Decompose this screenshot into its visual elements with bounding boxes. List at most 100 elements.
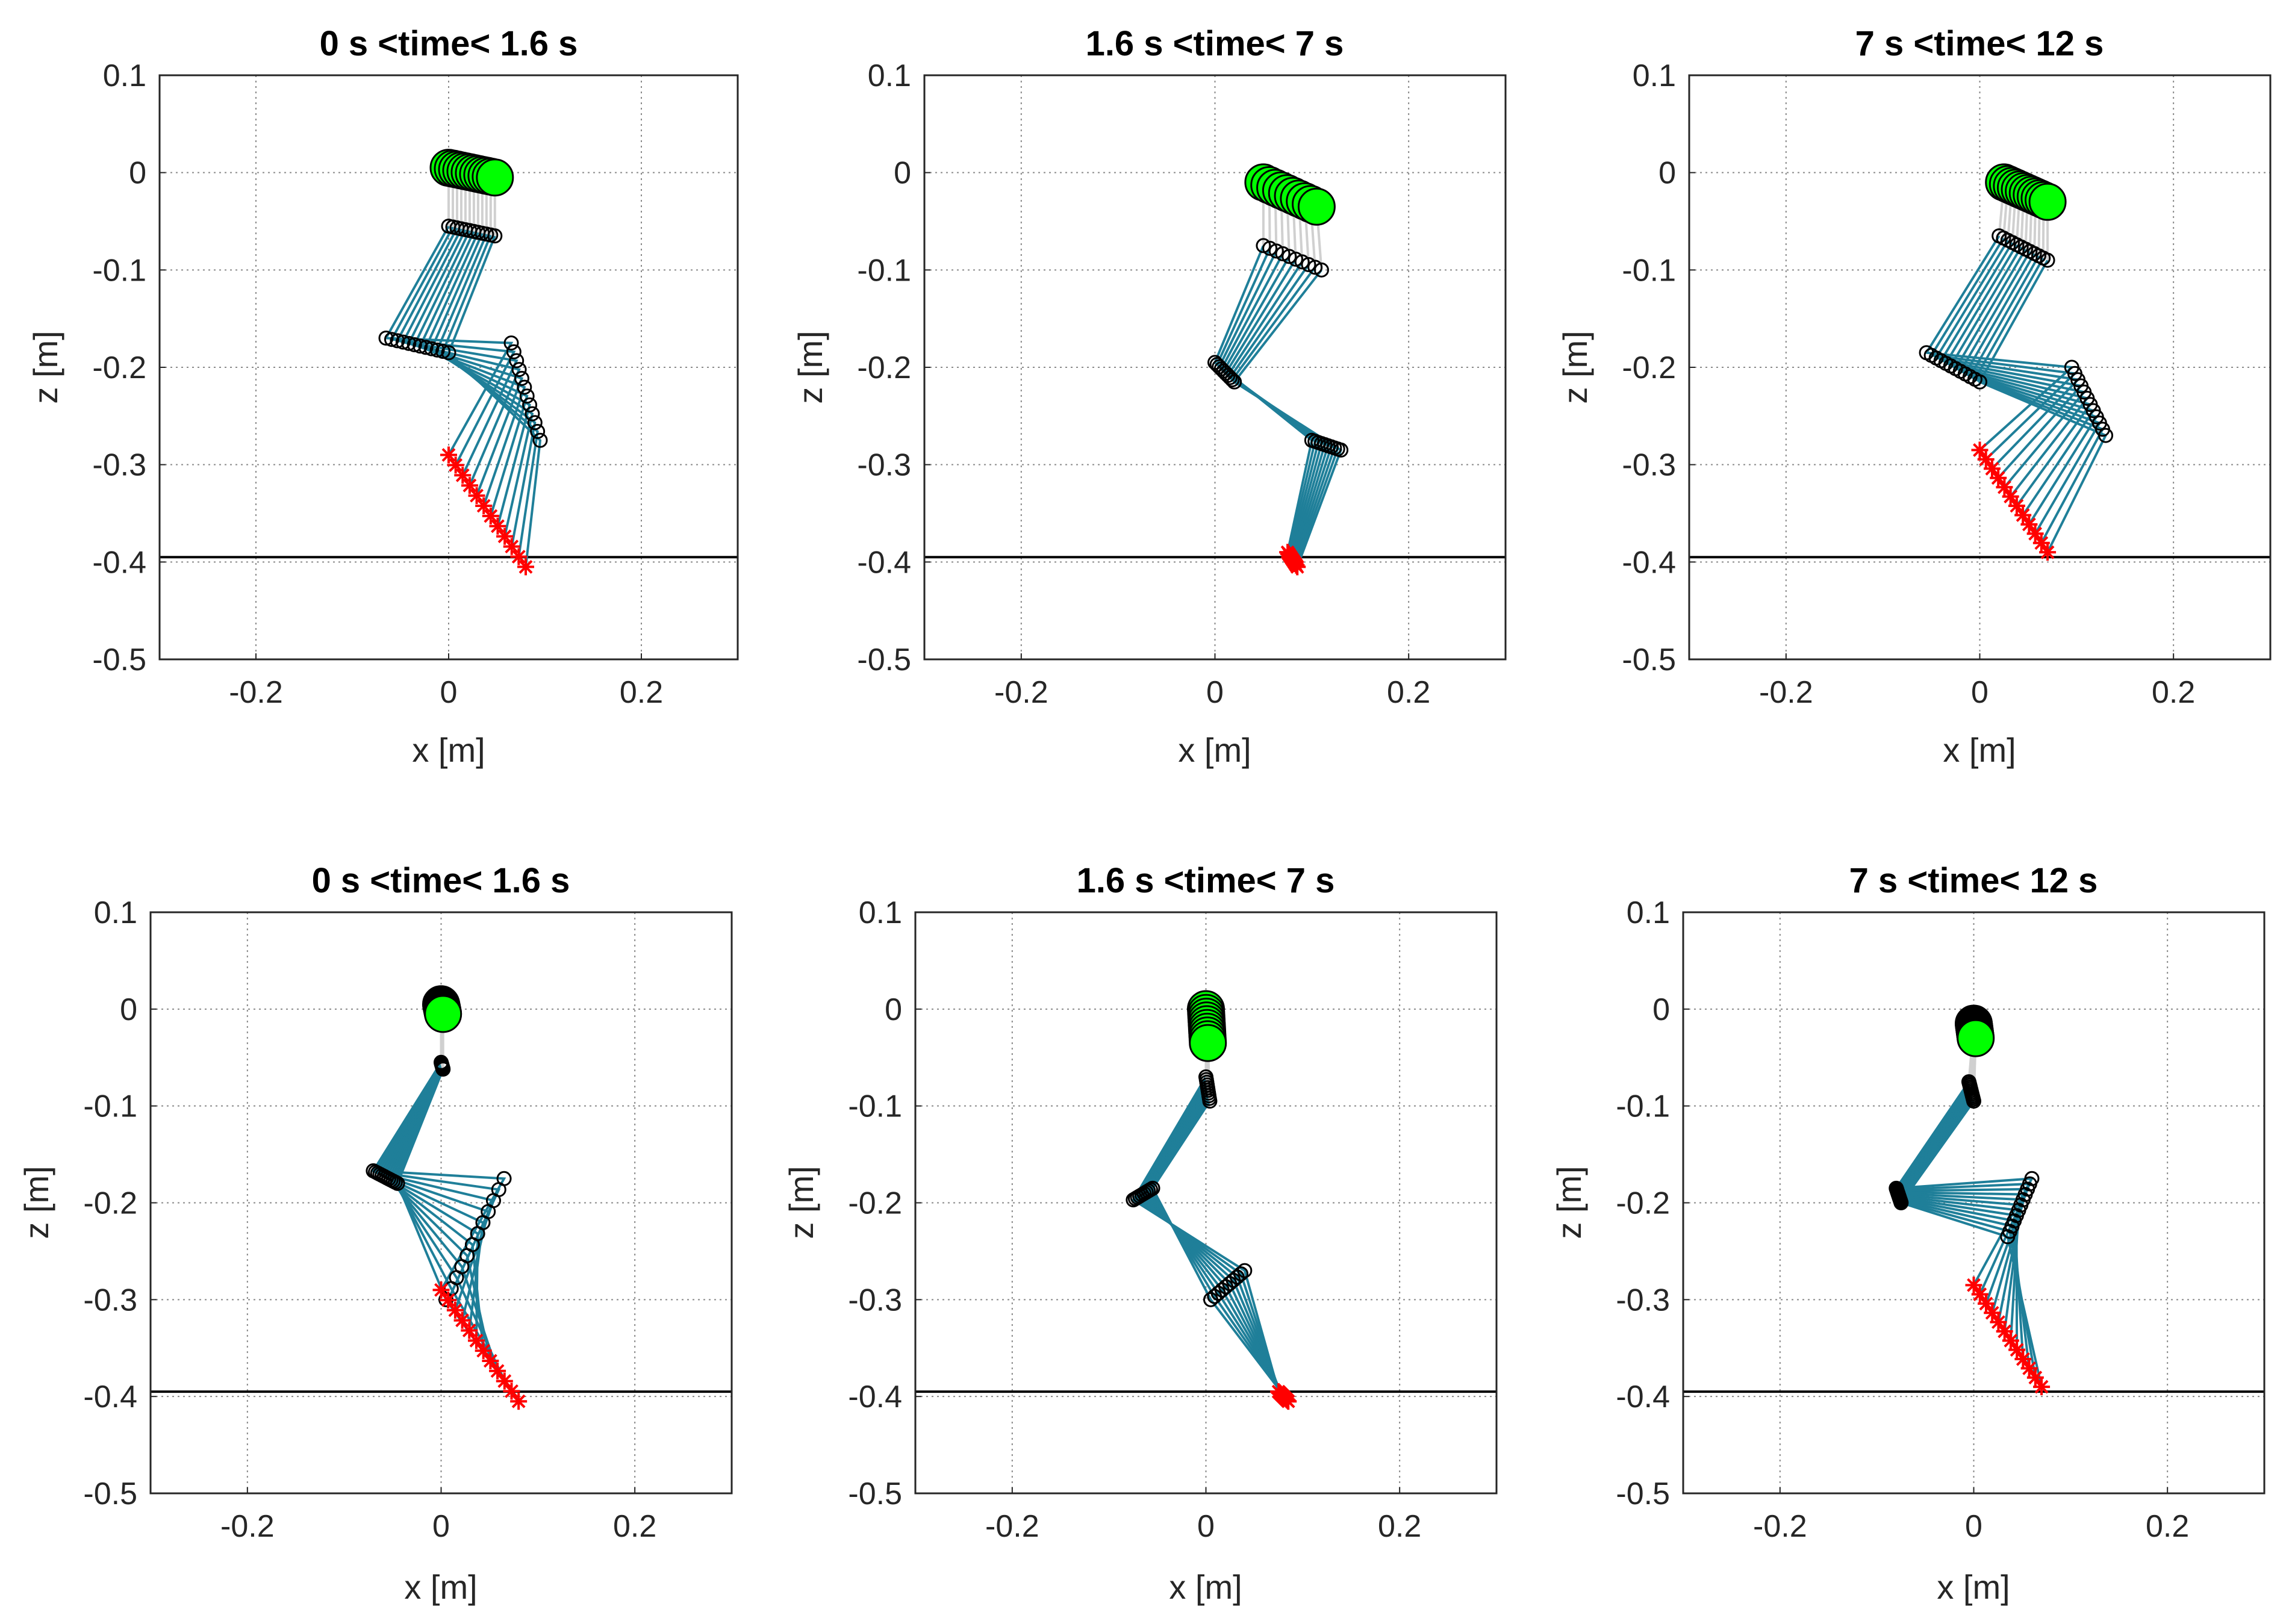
foot-marker xyxy=(475,497,493,515)
joint-marker xyxy=(435,1062,451,1077)
foot-marker xyxy=(1990,1313,2007,1331)
y-tick-label: -0.3 xyxy=(1622,448,1676,483)
leg-link xyxy=(406,229,524,496)
foot-marker-stroke xyxy=(1973,1287,1987,1301)
foot-marker-stroke xyxy=(455,1313,470,1328)
foot-marker xyxy=(2032,534,2050,552)
joint-marker xyxy=(487,228,503,244)
y-tick-label: 0 xyxy=(1652,992,1670,1027)
foot-marker xyxy=(1971,1286,1988,1303)
foot-marker xyxy=(1984,1304,2001,1322)
y-tick-label: 0.1 xyxy=(859,895,902,930)
panel-top-left: 0 s <time< 1.6 s -0.2 0 0.20.10-0.1-0.2-0.… xyxy=(26,24,739,769)
foot-marker xyxy=(475,1342,492,1360)
x-tick-label: 0.2 xyxy=(620,675,663,710)
y-tick-label: -0.5 xyxy=(1616,1476,1670,1511)
foot-marker xyxy=(2026,525,2044,543)
leg-link xyxy=(1142,1089,1285,1398)
x-tick-label: 0.2 xyxy=(2152,675,2195,710)
leg-link xyxy=(1899,1100,2043,1387)
joint-marker xyxy=(1203,1292,1219,1307)
y-tick-label: -0.3 xyxy=(1616,1283,1670,1318)
joint-marker xyxy=(1256,238,1271,254)
y-axis-label: z [m] xyxy=(26,331,64,403)
foot-marker-stroke xyxy=(505,540,519,554)
joint-marker xyxy=(511,362,527,378)
foot-marker-stroke xyxy=(1998,480,2011,494)
joint-marker xyxy=(441,345,456,361)
foot-marker-stroke xyxy=(2040,545,2055,559)
joint-marker xyxy=(517,379,532,395)
foot-marker xyxy=(482,507,499,524)
foot-marker-stroke xyxy=(2004,490,2018,503)
leg-link xyxy=(447,235,542,567)
foot-marker xyxy=(482,1352,499,1369)
panel-title: 7 s <time< 12 s xyxy=(1855,24,2104,63)
foot-marker-stroke xyxy=(1973,443,1987,457)
leg-link xyxy=(413,230,526,506)
joint-marker xyxy=(509,353,525,369)
foot-marker-stroke xyxy=(497,529,512,544)
panel-title: 0 s <time< 1.6 s xyxy=(320,24,578,63)
leg-link xyxy=(1896,1089,2022,1332)
foot-marker xyxy=(2008,1341,2026,1358)
y-tick-label: -0.3 xyxy=(92,448,146,483)
joint-marker xyxy=(1288,251,1304,267)
foot-marker-stroke xyxy=(462,478,477,493)
foot-marker xyxy=(453,1311,471,1329)
x-tick-label: -0.2 xyxy=(220,1509,275,1544)
foot-marker xyxy=(2014,506,2032,524)
leg-link xyxy=(1895,1086,2027,1313)
foot-marker-stroke xyxy=(1998,1324,2012,1339)
foot-marker xyxy=(1983,460,2001,478)
foot-marker xyxy=(461,477,478,494)
foot-marker-stroke xyxy=(1985,1305,1999,1320)
hip-marker xyxy=(1957,1019,1995,1057)
y-tick-label: -0.5 xyxy=(857,642,911,677)
foot-marker-stroke xyxy=(490,1364,505,1378)
y-tick-label: -0.2 xyxy=(92,350,146,385)
leg-link xyxy=(1896,1088,2025,1323)
foot-marker xyxy=(1990,469,2007,487)
panel-bottom-middle: 1.6 s <time< 7 s -0.2 0 0.20.10-0.1-0.2-0.… xyxy=(782,861,1498,1606)
foot-marker-stroke xyxy=(470,488,484,503)
foot-marker xyxy=(2020,1360,2038,1377)
panel-title: 1.6 s <time< 7 s xyxy=(1086,24,1344,63)
joint-marker xyxy=(522,397,538,412)
foot-marker xyxy=(454,467,472,484)
foot-marker-stroke xyxy=(2004,1333,2018,1348)
y-axis-label: z [m] xyxy=(791,331,829,403)
foot-marker xyxy=(496,1372,513,1390)
plot-area xyxy=(1683,1004,2264,1396)
x-axis-label: x [m] xyxy=(412,731,485,769)
joint-marker xyxy=(1333,442,1349,458)
foot-marker-stroke xyxy=(2034,1380,2049,1394)
x-tick-label: 0.2 xyxy=(1387,675,1430,710)
foot-marker-stroke xyxy=(2016,508,2030,522)
foot-marker-stroke xyxy=(1281,1394,1295,1408)
ticks: -0.2 0 0.2 0.1 0 -0.1 -0.2 -0.3 -0.4 -0.5 xyxy=(1616,895,2189,1544)
y-tick-label: -0.2 xyxy=(83,1186,137,1221)
joint-marker xyxy=(503,335,519,351)
x-axis-label: x [m] xyxy=(404,1568,477,1606)
x-tick-label: 0 xyxy=(432,1509,450,1544)
foot-marker-stroke xyxy=(2016,1352,2030,1366)
x-tick-label: -0.2 xyxy=(994,675,1048,710)
foot-marker xyxy=(432,1281,450,1299)
foot-marker xyxy=(1996,1322,2013,1340)
plot-area xyxy=(915,990,1496,1410)
foot-marker-stroke xyxy=(455,468,470,482)
leg-link xyxy=(1973,257,2105,544)
ticks: -0.2 0 0.2 0.1 0 -0.1 -0.2 -0.3 -0.4 -0.5 xyxy=(857,58,1430,710)
leg-link xyxy=(1896,1091,2020,1341)
joint-marker xyxy=(506,344,522,359)
leg-link xyxy=(387,1066,492,1361)
foot-marker xyxy=(1996,479,2013,496)
y-axis-label: z [m] xyxy=(17,1166,55,1239)
joint-marker xyxy=(1301,257,1316,272)
foot-marker-stroke xyxy=(1290,560,1304,574)
joint-marker xyxy=(1207,1289,1222,1304)
leg-link xyxy=(389,1066,499,1372)
joint-marker xyxy=(1202,1094,1218,1109)
